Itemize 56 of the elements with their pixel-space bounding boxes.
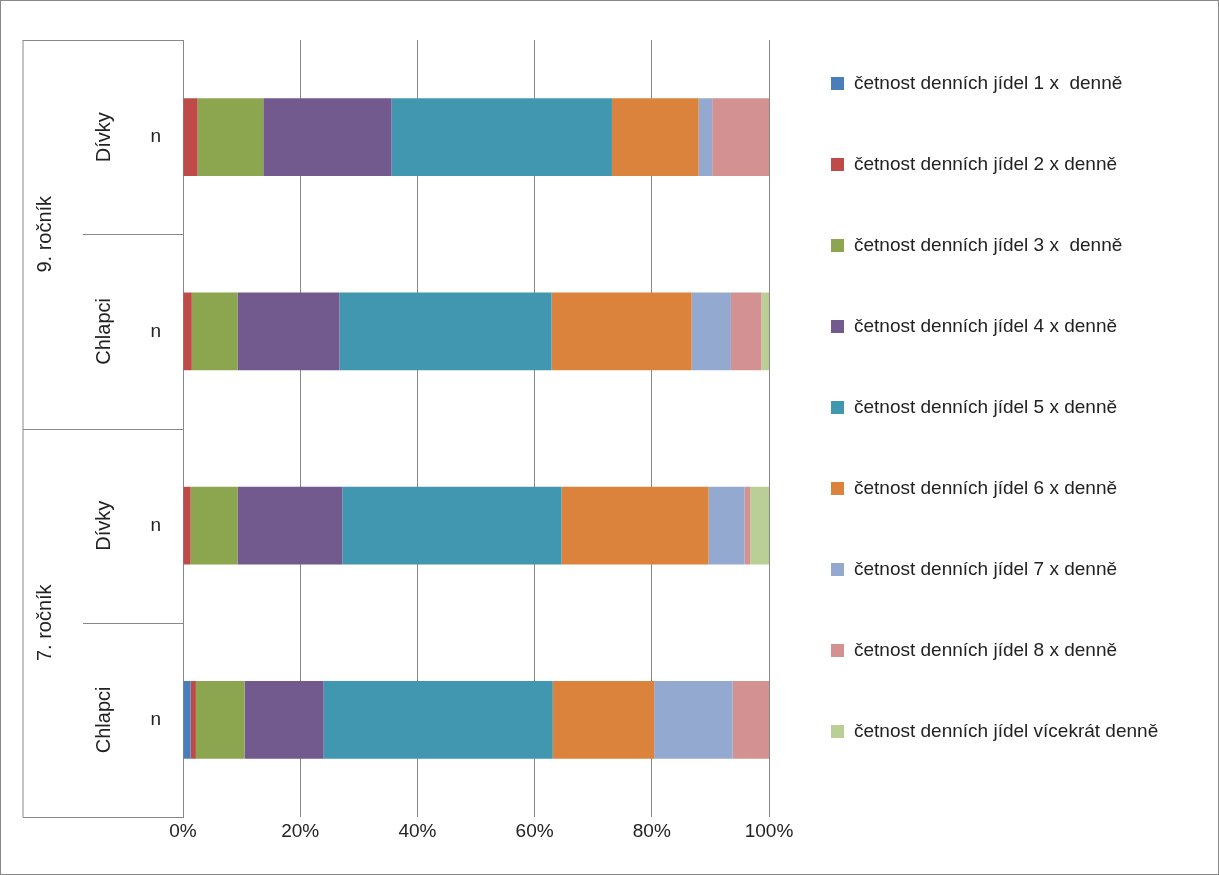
bar	[190, 486, 238, 565]
bar	[691, 292, 731, 371]
text: Dívky	[91, 112, 114, 163]
y-tick-label: n	[150, 708, 161, 730]
bar	[391, 98, 612, 176]
legend-label: četnost denních jídel 5 x denně	[854, 395, 1118, 419]
bar	[342, 486, 562, 565]
legend-label: četnost denních jídel 4 x denně	[854, 314, 1118, 338]
x-tick-label: 0%	[169, 819, 197, 841]
bar	[190, 681, 196, 759]
bar	[237, 292, 340, 371]
bar	[237, 486, 343, 565]
bar	[708, 486, 745, 565]
bar	[561, 486, 709, 565]
y-tick-label: n	[150, 319, 161, 341]
bar	[552, 681, 655, 759]
bar	[197, 98, 264, 176]
legend-label: četnost denních jídel 8 x denně	[854, 638, 1118, 662]
x-tick-label: 100%	[744, 819, 794, 841]
bar	[761, 292, 769, 371]
y-tick-label: n	[150, 125, 161, 147]
bar	[263, 98, 392, 176]
bar	[730, 292, 762, 371]
bar	[183, 292, 192, 371]
bar	[698, 98, 713, 176]
legend-label: četnost denních jídel 1 x denně	[854, 71, 1123, 95]
bar	[654, 681, 733, 759]
y-tick-label: n	[150, 513, 161, 535]
bar	[339, 292, 552, 371]
bar	[244, 681, 324, 759]
legend-label: četnost denních jídel 3 x denně	[854, 233, 1123, 257]
text: Chlapci	[91, 686, 114, 754]
bar	[191, 292, 238, 371]
text: 9. ročník	[32, 194, 55, 273]
text: Chlapci	[91, 298, 114, 365]
x-tick-label: 80%	[632, 819, 671, 841]
bar	[551, 292, 692, 371]
legend-label: četnost denních jídel 7 x denně	[854, 557, 1118, 581]
bar	[183, 486, 191, 565]
bar	[183, 98, 198, 176]
legend-label: četnost denních jídel 2 x denně	[854, 152, 1118, 176]
bar	[195, 681, 245, 759]
x-tick-label: 20%	[281, 819, 320, 841]
bar	[183, 681, 191, 759]
bar	[611, 98, 699, 176]
legend-label: četnost denních jídel vícekrát denně	[854, 719, 1159, 743]
legend-label: četnost denních jídel 6 x denně	[854, 476, 1118, 500]
text: Dívky	[91, 500, 114, 551]
bar	[750, 486, 769, 565]
x-tick-label: 60%	[515, 819, 554, 841]
bar	[732, 681, 769, 759]
bar	[323, 681, 553, 759]
x-tick-label: 40%	[398, 819, 437, 841]
text: 7. ročník	[32, 583, 55, 662]
bar	[744, 486, 751, 565]
bar	[712, 98, 769, 176]
